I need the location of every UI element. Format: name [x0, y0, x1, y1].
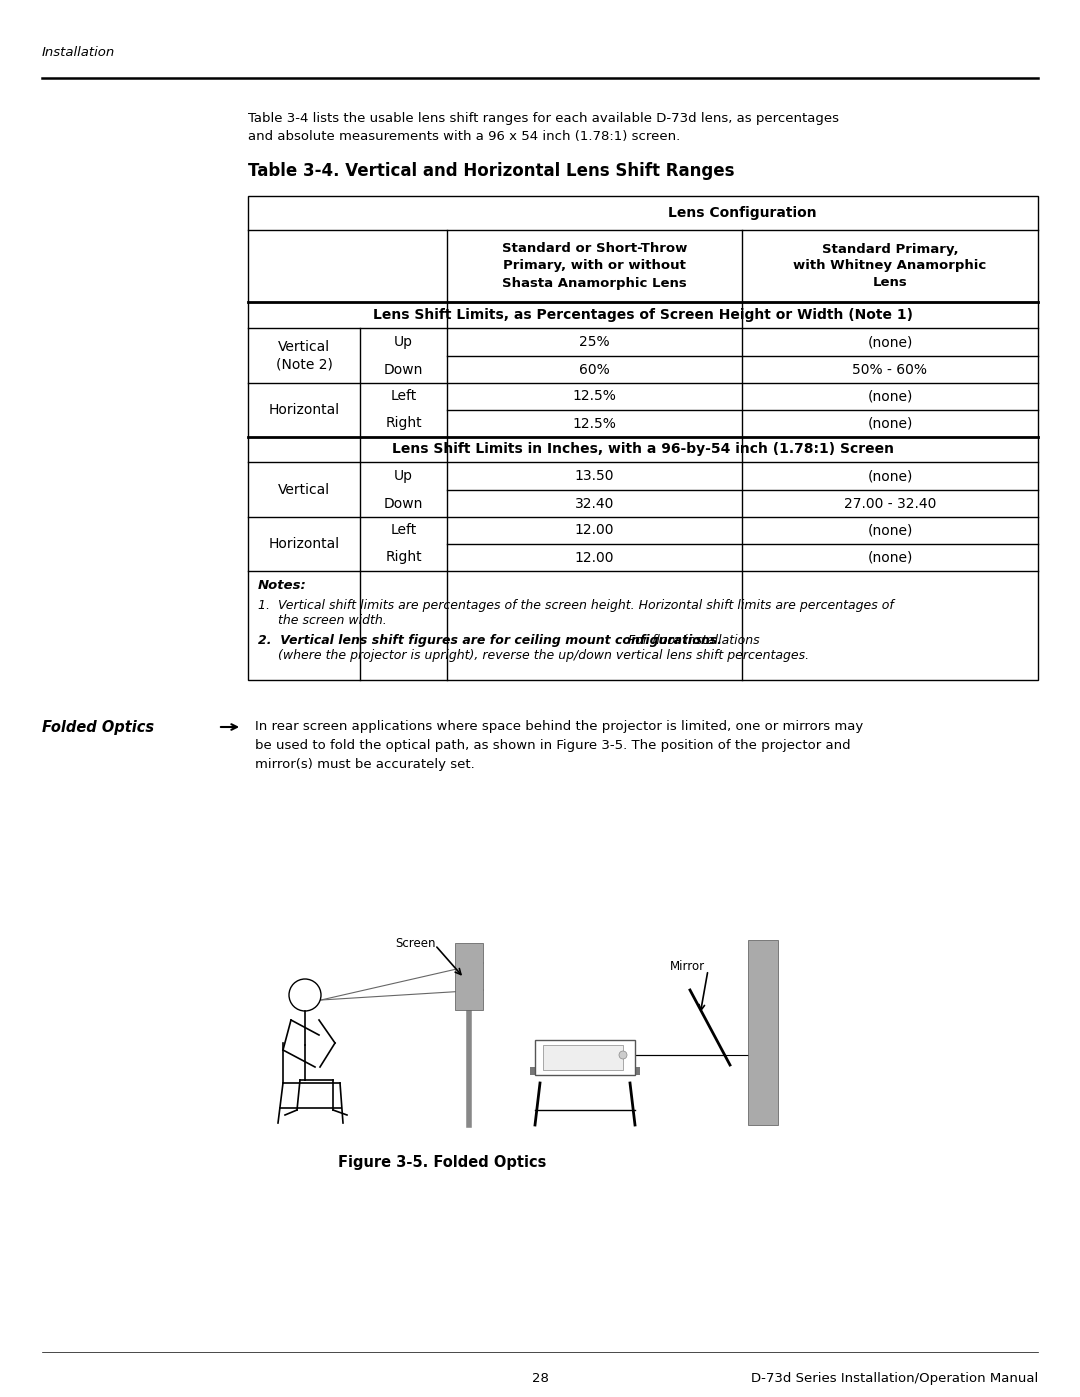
- Text: Lens Configuration: Lens Configuration: [669, 205, 816, 219]
- Text: Left: Left: [390, 390, 417, 404]
- Text: 60%: 60%: [579, 362, 610, 377]
- Text: 2.  Vertical lens shift figures are for ceiling mount configurations.: 2. Vertical lens shift figures are for c…: [258, 634, 723, 647]
- Bar: [530, 1067, 640, 1076]
- Text: the screen width.: the screen width.: [258, 615, 387, 627]
- Text: (where the projector is upright), reverse the up/down vertical lens shift percen: (where the projector is upright), revers…: [258, 650, 809, 662]
- Text: Horizontal: Horizontal: [269, 402, 339, 416]
- Text: Down: Down: [383, 496, 423, 510]
- Text: Lens Shift Limits in Inches, with a 96-by-54 inch (1.78:1) Screen: Lens Shift Limits in Inches, with a 96-b…: [392, 443, 894, 457]
- Text: Right: Right: [386, 416, 422, 430]
- Bar: [748, 940, 778, 1125]
- Text: 32.40: 32.40: [575, 496, 615, 510]
- Text: Table 3-4. Vertical and Horizontal Lens Shift Ranges: Table 3-4. Vertical and Horizontal Lens …: [248, 162, 734, 180]
- Text: Up: Up: [394, 469, 413, 483]
- Text: Left: Left: [390, 524, 417, 538]
- Text: Table 3-4 lists the usable lens shift ranges for each available D-73d lens, as p: Table 3-4 lists the usable lens shift ra…: [248, 112, 839, 124]
- Bar: [535, 1039, 635, 1076]
- Text: 12.5%: 12.5%: [572, 390, 617, 404]
- Text: Lens Shift Limits, as Percentages of Screen Height or Width (Note 1): Lens Shift Limits, as Percentages of Scr…: [373, 307, 913, 321]
- Circle shape: [289, 979, 321, 1011]
- Bar: [543, 1045, 623, 1070]
- Text: Down: Down: [383, 362, 423, 377]
- Text: (none): (none): [867, 390, 913, 404]
- Text: Mirror: Mirror: [670, 960, 705, 972]
- Text: Notes:: Notes:: [258, 578, 307, 592]
- Text: (none): (none): [867, 524, 913, 538]
- Text: Screen: Screen: [395, 937, 435, 950]
- Text: 13.50: 13.50: [575, 469, 615, 483]
- Text: 28: 28: [531, 1372, 549, 1384]
- Text: Vertical
(Note 2): Vertical (Note 2): [275, 339, 333, 372]
- Text: 12.00: 12.00: [575, 550, 615, 564]
- Text: 27.00 - 32.40: 27.00 - 32.40: [843, 496, 936, 510]
- Text: Vertical: Vertical: [278, 482, 330, 496]
- Text: Installation: Installation: [42, 46, 116, 59]
- Text: (none): (none): [867, 335, 913, 349]
- Text: 25%: 25%: [579, 335, 610, 349]
- Text: 50% - 60%: 50% - 60%: [852, 362, 928, 377]
- Text: For floor installations: For floor installations: [620, 634, 759, 647]
- Text: 1.  Vertical shift limits are percentages of the screen height. Horizontal shift: 1. Vertical shift limits are percentages…: [258, 599, 894, 612]
- Text: Up: Up: [394, 335, 413, 349]
- Text: 12.5%: 12.5%: [572, 416, 617, 430]
- Text: Horizontal: Horizontal: [269, 536, 339, 550]
- Text: (none): (none): [867, 416, 913, 430]
- Text: Folded Optics: Folded Optics: [42, 719, 154, 735]
- Circle shape: [619, 1051, 627, 1059]
- Text: D-73d Series Installation/Operation Manual: D-73d Series Installation/Operation Manu…: [751, 1372, 1038, 1384]
- Text: In rear screen applications where space behind the projector is limited, one or : In rear screen applications where space …: [255, 719, 863, 771]
- Text: Standard Primary,
with Whitney Anamorphic
Lens: Standard Primary, with Whitney Anamorphi…: [794, 243, 987, 289]
- Text: 12.00: 12.00: [575, 524, 615, 538]
- Text: Standard or Short-Throw
Primary, with or without
Shasta Anamorphic Lens: Standard or Short-Throw Primary, with or…: [502, 243, 687, 289]
- Text: (none): (none): [867, 469, 913, 483]
- Bar: [248, 196, 1038, 680]
- Text: Figure 3-5. Folded Optics: Figure 3-5. Folded Optics: [338, 1155, 546, 1171]
- Bar: [455, 943, 483, 1010]
- Text: Right: Right: [386, 550, 422, 564]
- Text: (none): (none): [867, 550, 913, 564]
- Text: and absolute measurements with a 96 x 54 inch (1.78:1) screen.: and absolute measurements with a 96 x 54…: [248, 130, 680, 142]
